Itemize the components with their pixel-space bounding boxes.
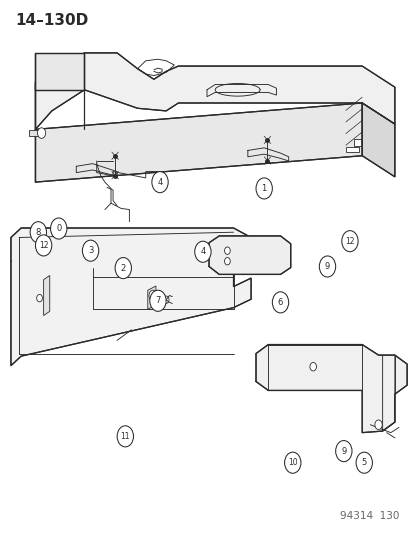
Polygon shape xyxy=(43,276,50,316)
Polygon shape xyxy=(11,228,251,366)
Text: 2: 2 xyxy=(120,264,126,272)
Circle shape xyxy=(30,222,46,243)
Circle shape xyxy=(37,294,42,302)
Text: 14–130D: 14–130D xyxy=(15,13,88,28)
Circle shape xyxy=(50,218,67,239)
Polygon shape xyxy=(36,103,361,182)
Text: 4: 4 xyxy=(200,247,205,256)
Circle shape xyxy=(284,452,300,473)
Text: 9: 9 xyxy=(324,262,329,271)
Circle shape xyxy=(115,257,131,279)
Text: 94314  130: 94314 130 xyxy=(339,511,398,521)
Text: 4: 4 xyxy=(157,177,162,187)
Text: 9: 9 xyxy=(340,447,346,456)
Text: 1: 1 xyxy=(261,184,266,193)
Circle shape xyxy=(355,452,372,473)
FancyBboxPatch shape xyxy=(29,131,38,136)
Circle shape xyxy=(341,231,357,252)
FancyBboxPatch shape xyxy=(345,147,358,151)
Circle shape xyxy=(163,296,169,303)
Circle shape xyxy=(335,441,351,462)
Circle shape xyxy=(152,172,168,192)
Polygon shape xyxy=(255,344,406,433)
Text: 11: 11 xyxy=(120,432,130,441)
Circle shape xyxy=(38,128,45,139)
Circle shape xyxy=(224,257,230,265)
Text: 5: 5 xyxy=(361,458,366,467)
Polygon shape xyxy=(209,236,290,274)
Text: 6: 6 xyxy=(277,298,282,307)
Circle shape xyxy=(36,235,52,256)
Circle shape xyxy=(224,247,230,254)
Circle shape xyxy=(82,240,99,261)
Circle shape xyxy=(374,420,381,430)
Circle shape xyxy=(255,178,272,199)
Text: 12: 12 xyxy=(344,237,354,246)
Polygon shape xyxy=(361,103,394,177)
Circle shape xyxy=(117,426,133,447)
Circle shape xyxy=(318,256,335,277)
Circle shape xyxy=(272,292,288,313)
Circle shape xyxy=(150,290,166,311)
Circle shape xyxy=(309,362,316,371)
Circle shape xyxy=(194,241,211,262)
Text: 0: 0 xyxy=(56,224,61,233)
Polygon shape xyxy=(147,286,156,309)
Polygon shape xyxy=(36,53,84,90)
Circle shape xyxy=(149,290,157,301)
Text: 8: 8 xyxy=(36,228,41,237)
FancyBboxPatch shape xyxy=(353,139,361,146)
Text: 10: 10 xyxy=(287,458,297,467)
Text: 3: 3 xyxy=(88,246,93,255)
Text: 12: 12 xyxy=(39,241,48,250)
Text: 7: 7 xyxy=(155,296,160,305)
Polygon shape xyxy=(36,53,394,130)
